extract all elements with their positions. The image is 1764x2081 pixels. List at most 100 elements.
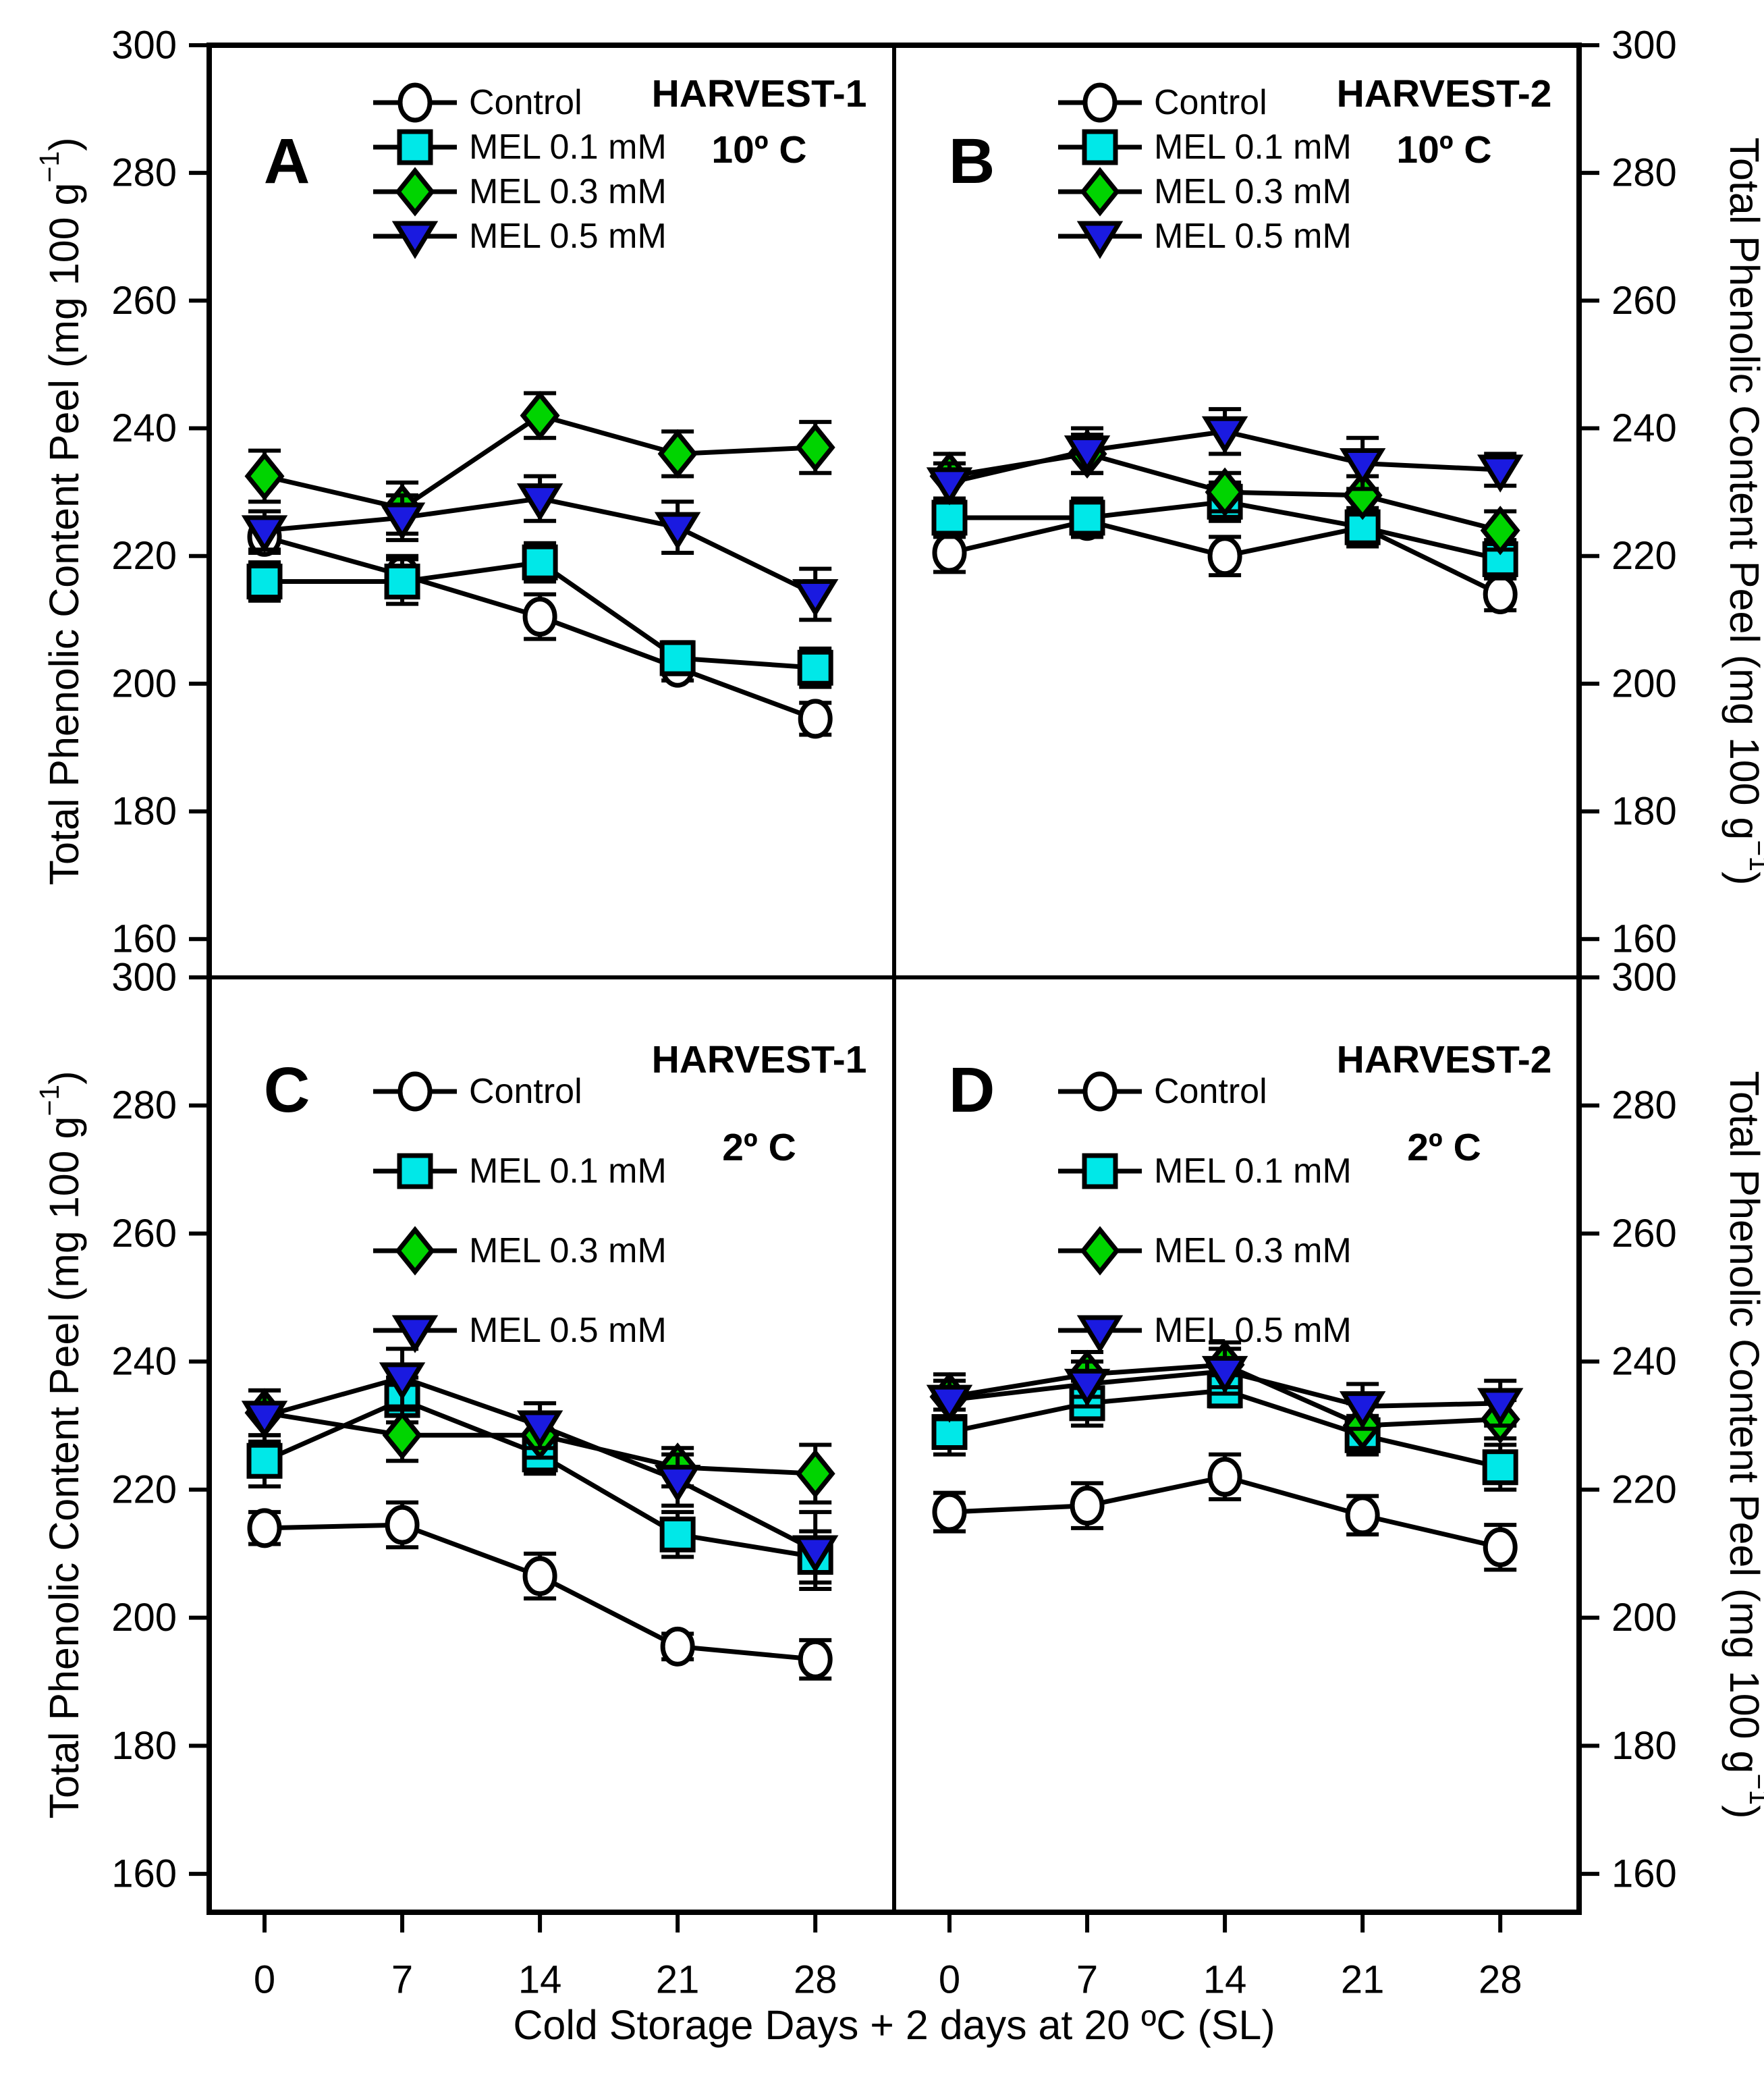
panel-letter: B: [949, 126, 995, 197]
marker-triangle-down: [926, 1384, 973, 1423]
y-tick-label: 200: [111, 661, 177, 705]
legend-label: MEL 0.1 mM: [1154, 1152, 1352, 1191]
marker-triangle-down: [241, 515, 288, 553]
legend-marker-diamond: [1080, 1226, 1120, 1276]
y-tick-label: 240: [1611, 406, 1677, 450]
marker-circle: [1207, 536, 1242, 576]
marker-triangle-down: [516, 483, 563, 522]
x-tick-label: 28: [794, 1958, 837, 2002]
y-tick-label: 160: [1611, 917, 1677, 961]
y-tick-label: 200: [111, 1596, 177, 1640]
temperature-annotation: 2º C: [722, 1126, 796, 1169]
x-tick-label: 0: [939, 1958, 960, 2002]
y-tick-label: 160: [111, 1852, 177, 1896]
legend-marker-square: [397, 1153, 433, 1189]
marker-square: [246, 1442, 283, 1479]
marker-circle: [932, 1492, 967, 1532]
marker-square: [659, 640, 696, 676]
marker-square: [797, 649, 833, 686]
y-tick-label: 260: [111, 1212, 177, 1255]
marker-square: [659, 1516, 696, 1552]
legend-marker-square: [397, 129, 433, 165]
marker-square: [384, 564, 420, 600]
marker-circle: [932, 533, 967, 573]
marker-square: [1069, 499, 1105, 536]
marker-diamond: [795, 1449, 835, 1498]
harvest-annotation: HARVEST-2: [1337, 72, 1552, 115]
y-tick-label: 220: [1611, 534, 1677, 578]
marker-circle: [1483, 574, 1518, 614]
temperature-annotation: 10º C: [1396, 128, 1491, 171]
legend-label: MEL 0.3 mM: [1154, 172, 1352, 211]
marker-circle: [1483, 1527, 1518, 1567]
marker-triangle-down: [1064, 435, 1111, 474]
legend-label: MEL 0.3 mM: [469, 1231, 667, 1270]
marker-circle: [798, 699, 833, 739]
marker-square: [931, 1414, 968, 1451]
legend-label: Control: [1154, 1072, 1267, 1111]
x-tick-label: 21: [1341, 1958, 1385, 2002]
x-tick-label: 28: [1479, 1958, 1522, 2002]
marker-triangle-down: [241, 1401, 288, 1439]
marker-diamond: [244, 451, 285, 502]
y-axis-title-right-bottom: Total Phenolic Content Peel (mg 100 g−1): [1721, 1071, 1764, 1818]
y-tick-label: 200: [1611, 661, 1677, 705]
y-tick-label: 280: [1611, 1083, 1677, 1127]
y-axis-title-left-bottom: Total Phenolic Content Peel (mg 100 g−1): [34, 1071, 87, 1818]
y-tick-label: 300: [1611, 956, 1677, 1000]
y-tick-label: 220: [1611, 1467, 1677, 1511]
marker-triangle-down: [1201, 1355, 1248, 1395]
marker-diamond: [1205, 467, 1245, 517]
y-axis-title-right-top: Total Phenolic Content Peel (mg 100 g−1): [1721, 137, 1764, 885]
temperature-annotation: 10º C: [711, 128, 806, 171]
y-tick-label: 300: [111, 956, 177, 1000]
marker-square: [246, 564, 283, 600]
marker-circle: [247, 1508, 282, 1548]
marker-triangle-down: [1477, 454, 1524, 493]
legend-marker-triangle-down: [1076, 1315, 1124, 1353]
marker-triangle-down: [926, 467, 973, 506]
marker-triangle-down: [1064, 1368, 1111, 1407]
y-tick-label: 240: [111, 1340, 177, 1384]
marker-circle: [1207, 1457, 1242, 1497]
y-tick-label: 160: [1611, 1852, 1677, 1896]
marker-triangle-down: [1201, 416, 1248, 454]
marker-circle: [660, 1626, 695, 1667]
panel-letter: C: [264, 1054, 310, 1126]
legend-marker-circle: [1082, 1071, 1118, 1112]
marker-diamond: [1480, 506, 1520, 556]
legend-label: MEL 0.1 mM: [469, 128, 667, 167]
y-tick-label: 300: [1611, 24, 1677, 67]
panel-letter: D: [949, 1054, 995, 1126]
legend-label: MEL 0.5 mM: [1154, 1311, 1352, 1350]
legend-marker-triangle-down: [1076, 221, 1124, 259]
marker-triangle-down: [792, 578, 839, 618]
y-tick-label: 180: [111, 790, 177, 834]
marker-triangle-down: [654, 1465, 701, 1503]
y-tick-label: 260: [111, 279, 177, 323]
legend-marker-circle: [1082, 82, 1118, 123]
legend-marker-circle: [397, 82, 433, 123]
legend-marker-circle: [397, 1071, 433, 1112]
legend-label: MEL 0.3 mM: [1154, 1231, 1352, 1270]
legend-label: MEL 0.3 mM: [469, 172, 667, 211]
marker-triangle-down: [516, 1410, 563, 1449]
y-tick-label: 200: [1611, 1596, 1677, 1640]
legend-marker-triangle-down: [391, 1315, 439, 1353]
marker-circle: [798, 1639, 833, 1679]
y-tick-label: 160: [111, 917, 177, 961]
marker-triangle-down: [379, 502, 426, 541]
marker-diamond: [657, 429, 698, 479]
marker-circle: [522, 1556, 557, 1596]
panel-letter: A: [264, 126, 310, 197]
legend-marker-diamond: [395, 167, 435, 217]
legend-label: MEL 0.5 mM: [469, 1311, 667, 1350]
marker-triangle-down: [792, 1535, 839, 1573]
y-tick-label: 220: [111, 534, 177, 578]
legend-label: Control: [1154, 83, 1267, 122]
x-tick-label: 0: [254, 1958, 275, 2002]
y-axis-title-left-top: Total Phenolic Content Peel (mg 100 g−1): [34, 137, 87, 885]
legend-label: MEL 0.1 mM: [469, 1152, 667, 1191]
